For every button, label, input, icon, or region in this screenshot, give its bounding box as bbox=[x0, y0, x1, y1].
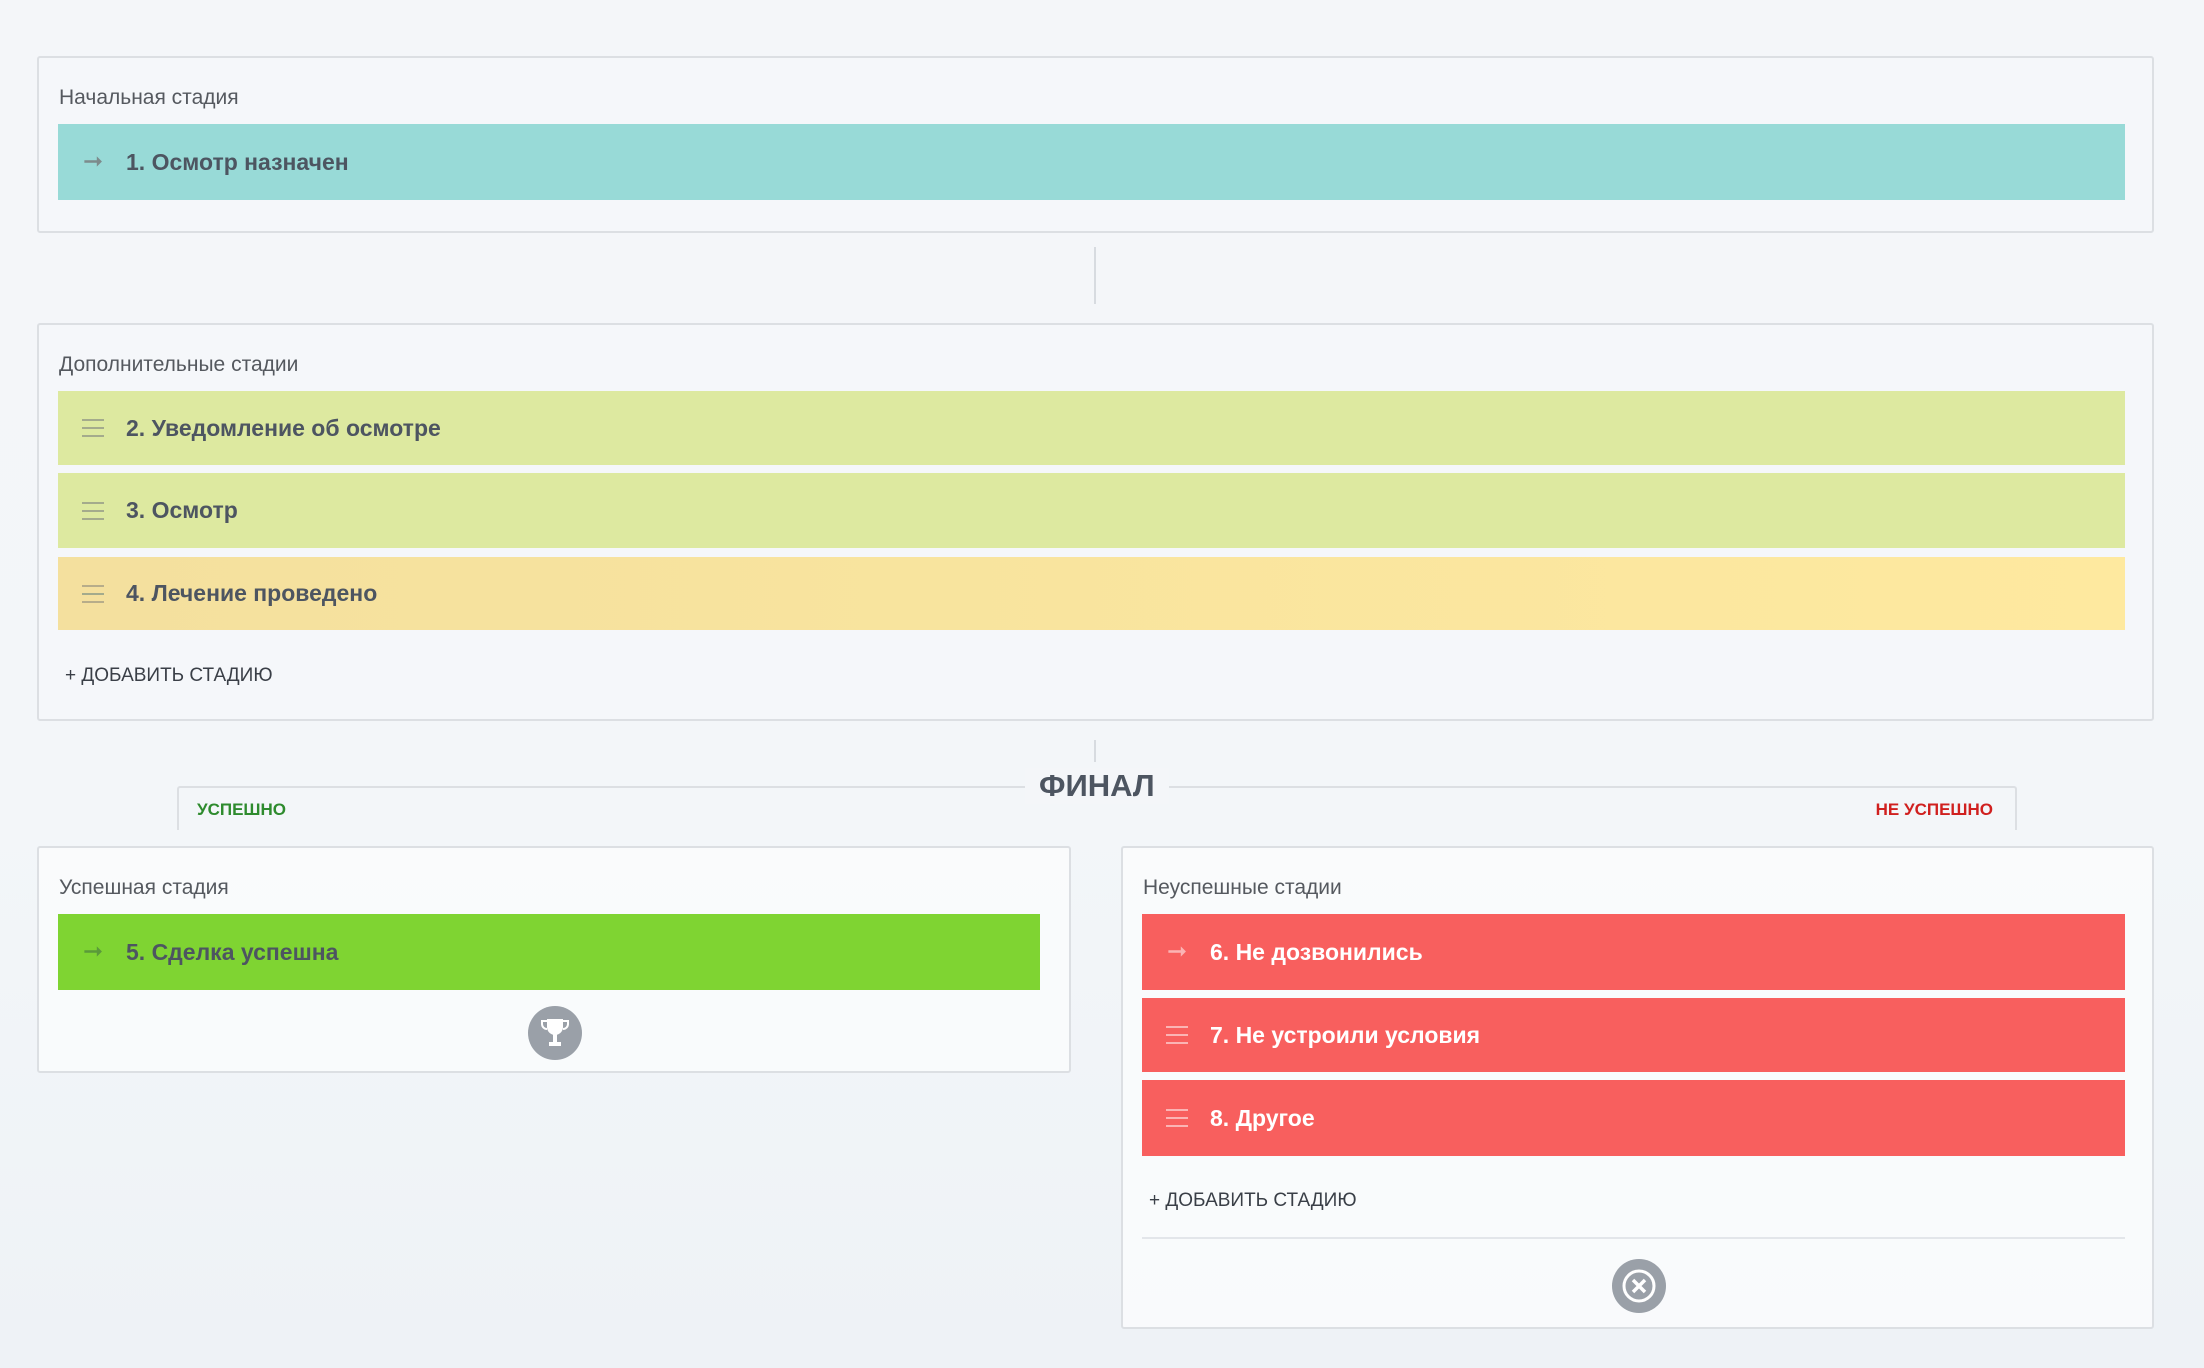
stage-title: 5. Сделка успешна bbox=[126, 938, 339, 965]
add-stage-button[interactable]: + ДОБАВИТЬ СТАДИЮ bbox=[65, 665, 273, 686]
drag-handle-icon[interactable] bbox=[80, 501, 106, 520]
stage-title: 3. Осмотр bbox=[126, 497, 238, 523]
stage-7[interactable]: 7. Не устроили условия bbox=[1142, 998, 2125, 1072]
additional-stages-panel: Дополнительные стадии 2. Уведомление об … bbox=[37, 323, 2154, 721]
panel-label: Неуспешные стадии bbox=[1143, 876, 1342, 899]
stage-title: 8. Другое bbox=[1210, 1104, 1315, 1131]
success-tab[interactable]: УСПЕШНО bbox=[197, 800, 286, 819]
final-title: ФИНАЛ bbox=[1025, 768, 1169, 804]
panel-label: Дополнительные стадии bbox=[59, 353, 299, 376]
stage-title: 4. Лечение проведено bbox=[126, 580, 378, 606]
stage-4[interactable]: 4. Лечение проведено bbox=[58, 557, 2125, 630]
drag-handle-icon[interactable] bbox=[80, 419, 106, 437]
arrow-right-icon: ➞ bbox=[1166, 938, 1188, 965]
stage-3[interactable]: 3. Осмотр bbox=[58, 473, 2125, 548]
stage-title: 6. Не дозвонились bbox=[1210, 938, 1423, 965]
arrow-right-icon: ➞ bbox=[82, 938, 104, 965]
add-stage-button[interactable]: + ДОБАВИТЬ СТАДИЮ bbox=[1149, 1190, 1357, 1211]
stage-title: 7. Не устроили условия bbox=[1210, 1021, 1481, 1048]
connector-line bbox=[1094, 247, 1096, 304]
fail-tab[interactable]: НЕ УСПЕШНО bbox=[1875, 800, 1993, 819]
drag-handle-icon[interactable] bbox=[1164, 1026, 1190, 1044]
panel-label: Начальная стадия bbox=[59, 86, 239, 109]
drag-handle-icon[interactable] bbox=[1164, 1109, 1190, 1127]
success-stage-panel: Успешная стадия ➞ 5. Сделка успешна bbox=[37, 846, 1071, 1073]
cancel-circle-icon bbox=[1612, 1259, 1666, 1313]
fail-stages-panel: Неуспешные стадии ➞ 6. Не дозвонились 7.… bbox=[1121, 846, 2154, 1329]
stage-2[interactable]: 2. Уведомление об осмотре bbox=[58, 391, 2125, 465]
stage-6[interactable]: ➞ 6. Не дозвонились bbox=[1142, 914, 2125, 990]
panel-label: Успешная стадия bbox=[59, 876, 229, 899]
stage-5[interactable]: ➞ 5. Сделка успешна bbox=[58, 914, 1040, 990]
stage-title: 2. Уведомление об осмотре bbox=[126, 414, 441, 441]
initial-stage-panel: Начальная стадия ➞ 1. Осмотр назначен bbox=[37, 56, 2154, 233]
stage-1[interactable]: ➞ 1. Осмотр назначен bbox=[58, 124, 2125, 200]
stage-8[interactable]: 8. Другое bbox=[1142, 1080, 2125, 1156]
connector-line bbox=[1094, 740, 1096, 762]
arrow-right-icon: ➞ bbox=[82, 148, 104, 175]
stage-title: 1. Осмотр назначен bbox=[126, 148, 349, 175]
divider bbox=[1142, 1237, 2125, 1239]
drag-handle-icon[interactable] bbox=[80, 584, 106, 603]
trophy-icon bbox=[528, 1006, 582, 1060]
